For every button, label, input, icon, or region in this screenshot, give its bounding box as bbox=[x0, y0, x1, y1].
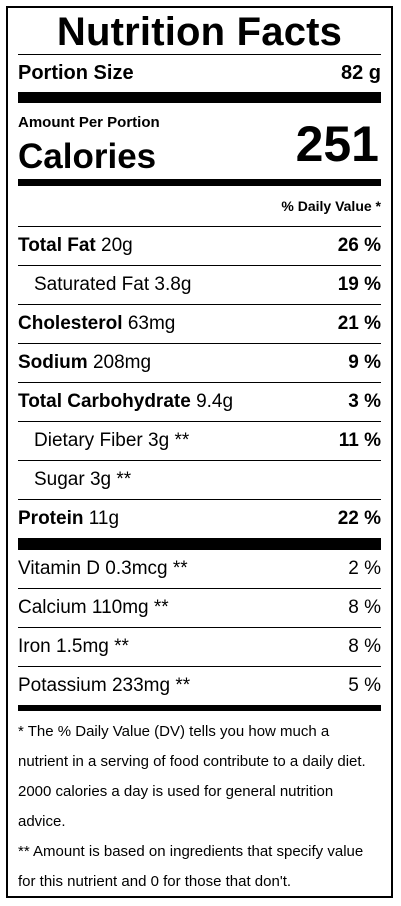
footnotes: * The % Daily Value (DV) tells you how m… bbox=[18, 711, 381, 897]
nutrient-dv: 26 % bbox=[337, 235, 381, 256]
vitamin-amount: 110mg ** bbox=[91, 597, 169, 618]
divider-thin bbox=[18, 705, 381, 711]
amount-per-portion: Amount Per Portion bbox=[18, 114, 160, 131]
nutrient-dv: 21 % bbox=[337, 313, 381, 334]
nutrient-name: Dietary Fiber bbox=[34, 430, 143, 451]
footnote-ingredients: ** Amount is based on ingredients that s… bbox=[18, 843, 364, 890]
calories-value: 251 bbox=[295, 116, 379, 172]
vitamin-amount: 0.3mcg ** bbox=[105, 558, 188, 579]
nutrient-row-sugar: Sugar 3g ** bbox=[18, 460, 381, 499]
vitamin-row-iron: Iron 1.5mg ** 8 % bbox=[18, 627, 381, 666]
nutrient-row-total-carbohydrate: Total Carbohydrate 9.4g 3 % bbox=[18, 382, 381, 421]
nutrient-name: Sugar bbox=[34, 469, 85, 490]
nutrient-amount: 63mg bbox=[127, 313, 176, 334]
vitamin-dv: 8 % bbox=[348, 636, 381, 657]
vitamin-name: Potassium bbox=[18, 675, 107, 696]
footnote-daily-value: * The % Daily Value (DV) tells you how m… bbox=[18, 723, 366, 830]
nutrient-name: Sodium bbox=[18, 352, 88, 373]
nutrient-amount: 3.8g bbox=[154, 274, 192, 295]
nutrient-name: Total Fat bbox=[18, 235, 96, 256]
vitamin-row-calcium: Calcium 110mg ** 8 % bbox=[18, 588, 381, 627]
portion-size-label: Portion Size bbox=[18, 62, 134, 84]
nutrient-amount: 3g ** bbox=[89, 469, 132, 490]
nutrient-name: Saturated Fat bbox=[34, 274, 150, 295]
nutrient-name: Protein bbox=[18, 508, 84, 529]
nutrient-row-saturated-fat: Saturated Fat 3.8g 19 % bbox=[18, 265, 381, 304]
vitamin-dv: 2 % bbox=[348, 558, 381, 579]
portion-size-row: Portion Size 82 g bbox=[18, 54, 381, 92]
vitamin-amount: 1.5mg ** bbox=[56, 636, 129, 657]
nutrient-amount: 208mg bbox=[92, 352, 152, 373]
nutrient-amount: 11g bbox=[88, 508, 120, 529]
calories-block: Amount Per Portion Calories 251 bbox=[18, 103, 381, 179]
vitamin-amount: 233mg ** bbox=[111, 675, 191, 696]
nutrient-row-cholesterol: Cholesterol 63mg 21 % bbox=[18, 304, 381, 343]
nutrient-name: Cholesterol bbox=[18, 313, 123, 334]
nutrition-facts-label: Nutrition Facts Portion Size 82 g Amount… bbox=[6, 6, 393, 898]
nutrient-row-total-fat: Total Fat 20g 26 % bbox=[18, 227, 381, 265]
calories-label: Calories bbox=[18, 137, 157, 176]
nutrient-amount: 3g ** bbox=[148, 430, 190, 451]
vitamin-row-potassium: Potassium 233mg ** 5 % bbox=[18, 666, 381, 705]
nutrient-dv: 9 % bbox=[348, 352, 381, 373]
nutrient-dv: 19 % bbox=[337, 274, 381, 295]
nutrient-row-sodium: Sodium 208mg 9 % bbox=[18, 343, 381, 382]
vitamin-dv: 5 % bbox=[348, 675, 381, 696]
nutrient-row-dietary-fiber: Dietary Fiber 3g ** 11 % bbox=[18, 421, 381, 460]
vitamin-name: Iron bbox=[18, 636, 51, 657]
label-title: Nutrition Facts bbox=[56, 10, 343, 54]
nutrient-dv: 22 % bbox=[337, 508, 381, 529]
nutrient-dv: 11 % bbox=[338, 430, 381, 451]
nutrient-name: Total Carbohydrate bbox=[18, 391, 191, 412]
vitamin-name: Calcium bbox=[18, 597, 87, 618]
divider-medium bbox=[18, 179, 381, 186]
divider-thick bbox=[18, 92, 381, 103]
divider-thick bbox=[18, 538, 381, 549]
vitamin-dv: 8 % bbox=[348, 597, 381, 618]
vitamin-row-vitamin-d: Vitamin D 0.3mcg ** 2 % bbox=[18, 549, 381, 588]
nutrient-amount: 20g bbox=[101, 235, 133, 256]
daily-value-header: % Daily Value * bbox=[18, 186, 381, 227]
nutrient-dv: 3 % bbox=[348, 391, 381, 412]
vitamin-name: Vitamin D bbox=[18, 558, 101, 579]
nutrient-amount: 9.4g bbox=[196, 391, 234, 412]
nutrient-row-protein: Protein 11g 22 % bbox=[18, 499, 381, 538]
portion-size-value: 82 g bbox=[340, 62, 381, 84]
